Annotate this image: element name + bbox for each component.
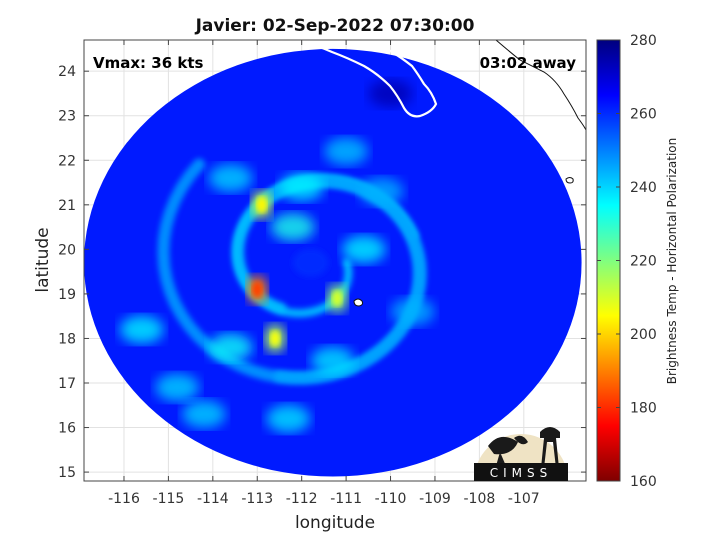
island-outline xyxy=(353,298,364,307)
x-tick-label: -108 xyxy=(463,491,495,507)
coastline xyxy=(299,40,586,307)
vmax-annotation: Vmax: 36 kts xyxy=(93,54,203,72)
convective-feature xyxy=(390,297,435,326)
x-tick-label: -113 xyxy=(241,491,273,507)
time-away-annotation: 03:02 away xyxy=(480,54,577,72)
convective-core xyxy=(252,281,263,298)
water-tower-icon xyxy=(540,427,560,468)
colorbar-tick-label: 200 xyxy=(630,327,657,343)
convective-feature xyxy=(208,164,253,193)
chart-title: Javier: 02-Sep-2022 07:30:00 xyxy=(195,16,475,36)
x-tick-label: -116 xyxy=(108,491,140,507)
islet-outline xyxy=(565,177,574,184)
x-tick-labels: -116 -115 -114 -113 -112 -111 -110 -109 -108 -107 xyxy=(108,491,540,507)
baja-coastline xyxy=(299,40,438,118)
plot-frame xyxy=(83,39,587,482)
convective-feature xyxy=(324,137,369,166)
convective-feature xyxy=(359,177,404,206)
convective-feature xyxy=(279,173,324,201)
convective-feature xyxy=(310,346,355,375)
logo-text: CIMSS xyxy=(490,466,553,480)
x-tick-label: -114 xyxy=(197,491,229,507)
mainland-coastline xyxy=(495,40,586,131)
y-tick-label: 21 xyxy=(58,198,76,214)
x-tick-label: -110 xyxy=(375,491,407,507)
swath-features xyxy=(119,79,435,433)
x-tick-label: -115 xyxy=(153,491,185,507)
colorbar-label: Brightness Temp - Horizontal Polarizatio… xyxy=(665,138,679,385)
colorbar-tick-label: 180 xyxy=(630,401,657,417)
logo-banner xyxy=(474,463,568,481)
colorbar-tick-label: 220 xyxy=(630,254,657,270)
y-tick-label: 15 xyxy=(58,465,76,481)
convective-feature xyxy=(266,404,311,433)
brightness-temp-swath xyxy=(84,48,582,477)
rain-band xyxy=(157,158,427,385)
axis-ticks xyxy=(84,40,586,481)
colorbar-tick-label: 280 xyxy=(630,33,657,49)
y-tick-label: 20 xyxy=(58,242,76,258)
colorbar-tick-label: 260 xyxy=(630,107,657,123)
y-tick-label: 19 xyxy=(58,287,76,303)
cimss-logo: CIMSS xyxy=(474,427,568,481)
convective-feature xyxy=(368,79,413,108)
convective-feature xyxy=(181,400,226,429)
colorbar: 160 180 200 220 240 260 280 Brightness Temp - … xyxy=(596,33,679,490)
colorbar-ticks: 160 180 200 220 240 260 280 xyxy=(597,33,657,490)
x-axis-label: longitude xyxy=(295,513,375,533)
x-tick-label: -111 xyxy=(330,491,362,507)
storm-eye xyxy=(292,248,329,277)
y-tick-label: 17 xyxy=(58,376,76,392)
y-axis-label: latitude xyxy=(33,227,53,292)
y-tick-label: 22 xyxy=(58,153,76,169)
convective-feature xyxy=(208,333,253,362)
convective-core xyxy=(270,330,281,347)
colorbar-tick-label: 240 xyxy=(630,180,657,196)
swath-disc xyxy=(84,48,582,477)
convective-core xyxy=(332,290,343,307)
y-tick-labels: 15 16 17 18 19 20 21 22 23 24 xyxy=(58,64,76,481)
y-tick-label: 16 xyxy=(58,421,76,437)
y-tick-label: 23 xyxy=(58,109,76,125)
convective-feature xyxy=(270,213,315,242)
y-tick-label: 18 xyxy=(58,331,76,347)
x-tick-label: -109 xyxy=(419,491,451,507)
y-tick-label: 24 xyxy=(58,64,76,80)
colorbar-tick-label: 160 xyxy=(630,474,657,490)
plot-area: -116 -115 -114 -113 -112 -111 -110 -109 -108 -107… xyxy=(58,39,587,507)
convective-feature xyxy=(119,315,164,344)
convective-feature xyxy=(155,373,200,402)
convective-feature xyxy=(341,235,386,264)
satellite-dish-icon xyxy=(488,435,528,466)
convective-core xyxy=(256,196,267,213)
x-tick-label: -112 xyxy=(286,491,318,507)
x-tick-label: -107 xyxy=(508,491,540,507)
